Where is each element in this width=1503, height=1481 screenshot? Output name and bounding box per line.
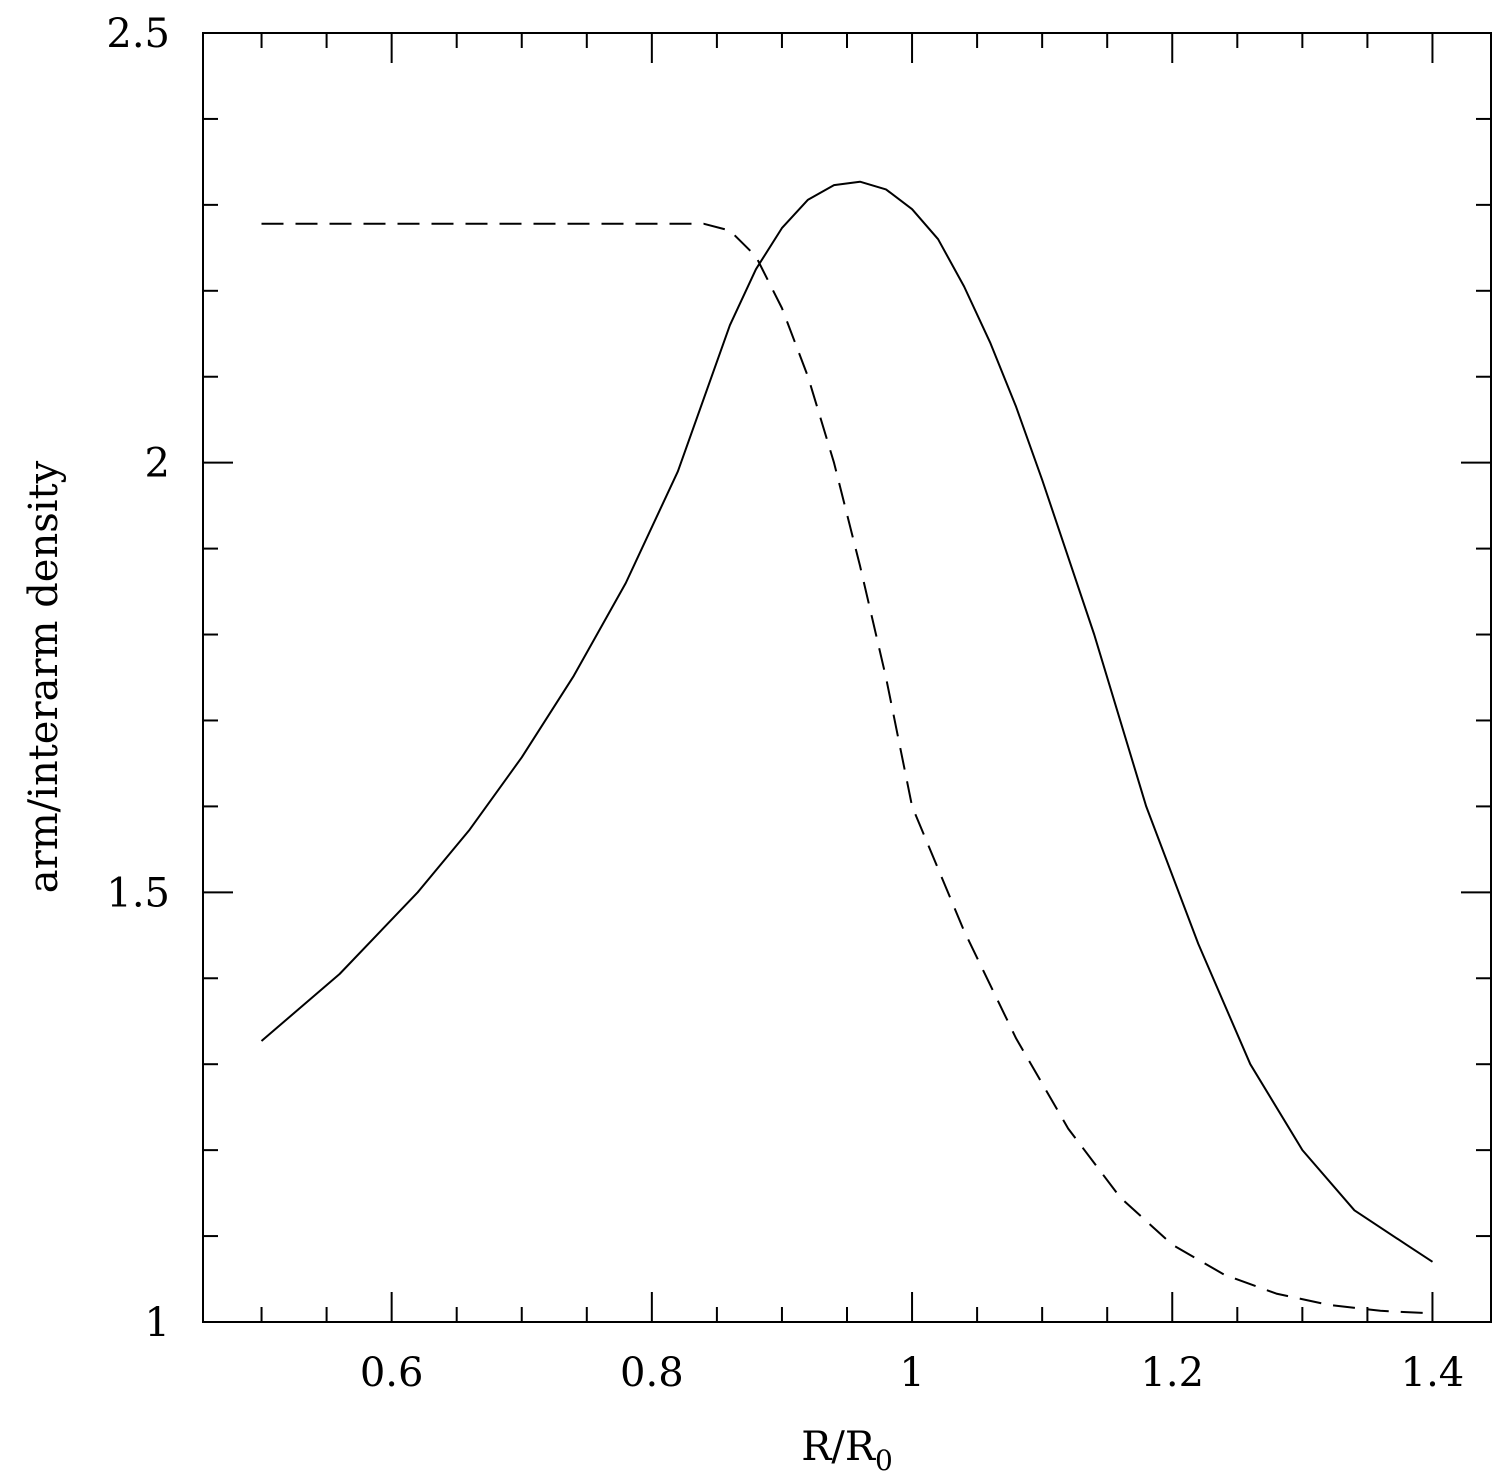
plot-frame — [202, 32, 1492, 1323]
series-layer — [260, 180, 1434, 1315]
x-tick-label: 0.6 — [360, 1350, 424, 1396]
y-axis-label: arm/interarm density — [21, 460, 67, 893]
y-tick-label: 1.5 — [106, 870, 170, 916]
y-tick-label: 1 — [145, 1300, 170, 1346]
y-tick-label: 2.5 — [106, 11, 170, 57]
series-line-solid — [260, 180, 1434, 1263]
x-tick-label: 1 — [899, 1350, 924, 1396]
axis-tick-labels: 0.6 0.8 1 1.2 1.4 1 1.5 2 2.5 — [106, 11, 1464, 1396]
series-line-dashed — [261, 222, 1433, 1315]
y-tick-label: 2 — [145, 441, 170, 487]
x-tick-label: 0.8 — [620, 1350, 684, 1396]
x-tick-label: 1.2 — [1140, 1350, 1204, 1396]
axis-ticks — [203, 32, 1491, 1323]
x-tick-label: 1.4 — [1401, 1350, 1465, 1396]
x-axis-label: R/R0 — [801, 1424, 893, 1477]
